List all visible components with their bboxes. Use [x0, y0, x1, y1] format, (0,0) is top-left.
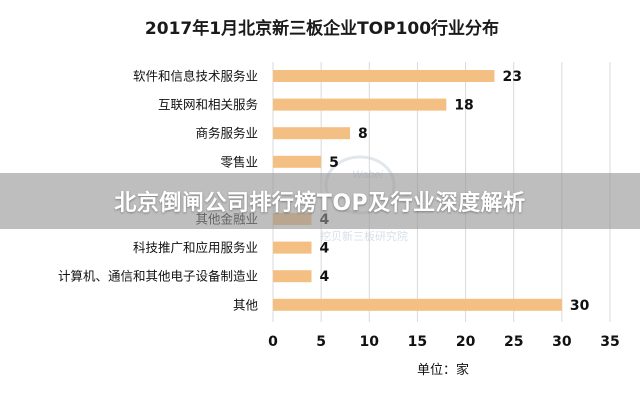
x-tick-labels: 0 5 10 15 20 25 30 35: [268, 334, 620, 350]
bar: [273, 98, 447, 111]
category-label: 科技推广和应用服务业: [133, 240, 258, 255]
category-label: 商务服务业: [195, 126, 258, 141]
category-label: 其他: [233, 297, 259, 312]
bar: [273, 298, 562, 311]
category-label: 软件和信息技术服务业: [133, 69, 258, 84]
data-label: 8: [358, 126, 368, 142]
bar: [273, 155, 322, 168]
x-tick-label: 0: [268, 334, 278, 350]
x-axis-label: 单位：家: [417, 362, 469, 378]
x-tick-label: 10: [360, 334, 380, 350]
data-label: 5: [329, 155, 339, 171]
x-tick-label: 35: [600, 334, 619, 350]
category-labels: 软件和信息技术服务业互联网和相关服务商务服务业零售业其他金融业科技推广和应用服务…: [58, 69, 259, 313]
bar: [273, 127, 351, 140]
bar: [273, 270, 312, 283]
x-tick-label: 5: [316, 334, 326, 350]
data-label: 4: [320, 241, 330, 257]
watermark-sub-text: 挖贝新三板研究院: [320, 229, 408, 243]
x-tick-label: 25: [504, 334, 523, 350]
data-label: 18: [454, 98, 473, 114]
title-overlay-banner: 北京倒闸公司排行榜TOP及行业深度解析: [0, 173, 640, 229]
bar: [273, 241, 312, 254]
bars-layer: 23188544430: [273, 69, 590, 314]
category-label: 互联网和相关服务: [158, 97, 258, 112]
chart-title: 2017年1月北京新三板企业TOP100行业分布: [145, 18, 499, 39]
overlay-banner-text: 北京倒闸公司排行榜TOP及行业深度解析: [114, 191, 526, 216]
bar: [273, 70, 495, 82]
category-label: 零售业: [220, 154, 258, 169]
data-label: 4: [320, 269, 330, 285]
data-label: 23: [502, 69, 521, 85]
x-tick-label: 15: [408, 334, 427, 350]
x-tick-label: 30: [552, 334, 572, 350]
x-tick-label: 20: [456, 334, 476, 350]
category-label: 计算机、通信和其他电子设备制造业: [58, 269, 258, 284]
data-label: 30: [570, 298, 590, 314]
